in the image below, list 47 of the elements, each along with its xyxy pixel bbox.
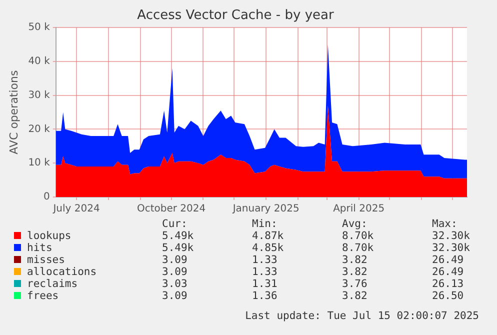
text: 4.87k: [252, 230, 285, 242]
text: 1.33: [252, 254, 278, 266]
text: 32.30k: [432, 242, 471, 254]
text: 3.82: [342, 290, 368, 302]
text: 8.70k: [342, 230, 375, 242]
legend-label: reclaims: [27, 278, 79, 290]
y-axis-title: AVC operations: [7, 70, 20, 154]
text: 8.70k: [342, 242, 375, 254]
text: 32.30k: [432, 230, 471, 242]
y-tick-label: 40 k: [28, 56, 50, 68]
y-tick-label: 20 k: [28, 124, 50, 135]
text: 26.49: [432, 266, 465, 278]
legend-label: misses: [27, 254, 66, 266]
text: 3.82: [342, 266, 368, 278]
legend-label: allocations: [27, 266, 98, 278]
text: 5.49k: [162, 230, 195, 242]
text: 26.50: [432, 290, 465, 302]
legend-label: lookups: [27, 230, 72, 242]
text: 3.82: [342, 254, 368, 266]
text: 26.13: [432, 278, 465, 290]
x-tick-label: October 2024: [136, 204, 206, 215]
text: 4.85k: [252, 242, 285, 254]
text: Last update: Tue Jul 15 02:00:07 2025: [245, 310, 479, 322]
y-tick-label: 10 k: [28, 158, 50, 169]
text: 1.36: [252, 290, 278, 302]
x-tick-label: April 2025: [333, 204, 385, 215]
y-tick-label: 0: [44, 192, 50, 203]
text: Max:: [432, 218, 458, 230]
text: Cur:: [162, 218, 188, 230]
legend-label: frees: [27, 290, 60, 302]
x-tick-label: July 2024: [52, 204, 100, 215]
text: 5.49k: [162, 242, 195, 254]
y-tick-label: 50 k: [28, 22, 50, 34]
text: 1.31: [252, 278, 278, 290]
text: 1.33: [252, 266, 278, 278]
y-tick-label: 30 k: [28, 90, 50, 101]
x-tick-label: January 2025: [232, 204, 300, 215]
text: Avg:: [342, 218, 368, 230]
text: Min:: [252, 218, 278, 230]
text: 26.49: [432, 254, 465, 266]
text: 3.09: [162, 266, 188, 278]
text: 3.09: [162, 254, 188, 266]
text: 3.03: [162, 278, 188, 290]
chart-title: Access Vector Cache - by year: [137, 8, 334, 24]
legend-label: hits: [27, 242, 54, 254]
text: 3.76: [342, 278, 368, 290]
text: 3.09: [162, 290, 188, 302]
